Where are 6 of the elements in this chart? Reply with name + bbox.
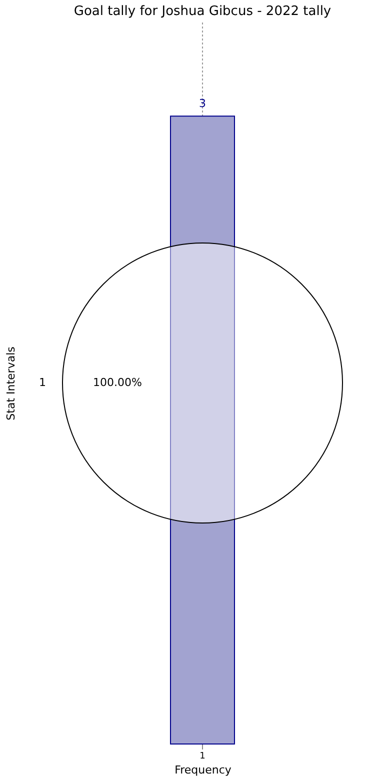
y-axis-title: Stat Intervals	[4, 346, 18, 420]
slice-label: 1	[39, 376, 46, 389]
data-label: 3	[199, 97, 206, 110]
data-label: 100.00%	[93, 376, 142, 389]
x-axis-title: Frequency	[174, 764, 232, 776]
chart-title: Goal tally for Joshua Gibcus - 2022 tally	[74, 4, 332, 19]
